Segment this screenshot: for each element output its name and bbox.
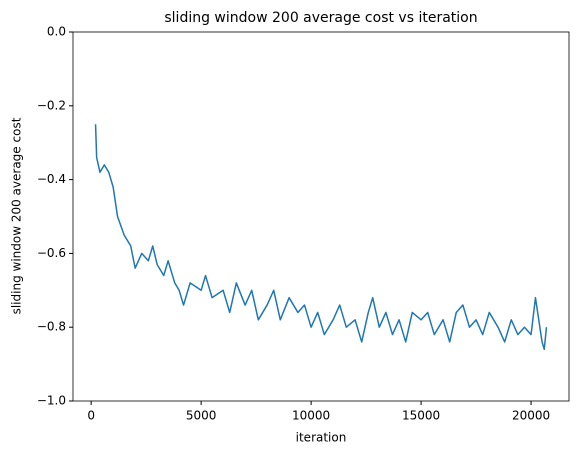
x-tick-label: 0 [87, 409, 95, 423]
y-axis-label: sliding window 200 average cost [10, 117, 24, 314]
chart-title: sliding window 200 average cost vs itera… [164, 10, 477, 26]
y-tick-label: 0.0 [47, 25, 66, 39]
x-tick-label: 20000 [512, 409, 550, 423]
y-tick-label: −0.4 [37, 172, 66, 186]
x-tick-label: 10000 [292, 409, 330, 423]
x-axis-label: iteration [296, 431, 347, 445]
x-tick-label: 5000 [186, 409, 217, 423]
y-tick-label: −0.8 [37, 320, 66, 334]
x-tick-label: 15000 [402, 409, 440, 423]
y-tick-label: −1.0 [37, 394, 66, 408]
y-tick-label: −0.2 [37, 98, 66, 112]
y-tick-label: −0.6 [37, 246, 66, 260]
plot-frame [72, 31, 570, 402]
data-line [94, 124, 548, 351]
